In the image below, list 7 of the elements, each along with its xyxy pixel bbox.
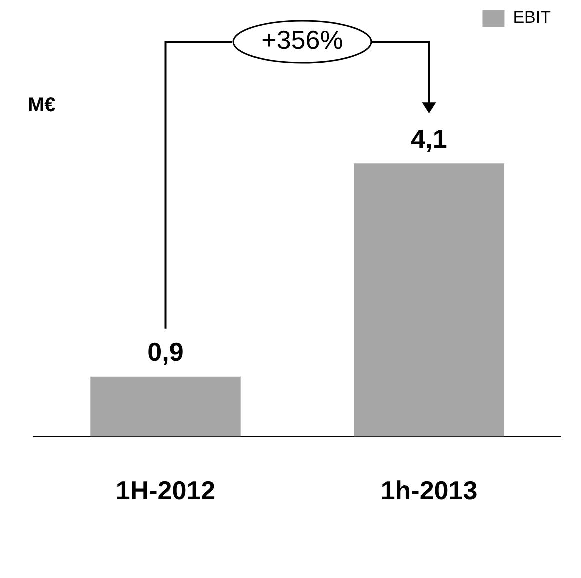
- x-tick-label: 1h-2013: [380, 476, 478, 506]
- x-tick-label: 1H-2012: [116, 476, 216, 506]
- legend-label: EBIT: [513, 8, 552, 28]
- text: +356%: [262, 25, 344, 56]
- data-label: 0,9: [148, 337, 184, 367]
- y-axis-title: M€: [28, 94, 56, 117]
- data-label: 4,1: [411, 124, 448, 154]
